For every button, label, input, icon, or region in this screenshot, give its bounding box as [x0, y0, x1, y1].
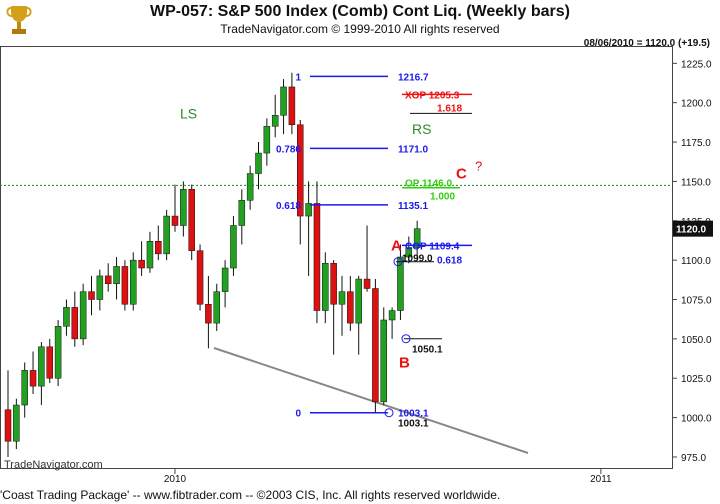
- fib-value-label: 1216.7: [398, 72, 429, 83]
- candle-up: [255, 152, 262, 174]
- candle-up: [263, 126, 271, 154]
- last-price-box: [673, 220, 713, 237]
- candle-up: [238, 200, 246, 226]
- candle-down: [347, 291, 354, 324]
- fib-ratio-label: 0.786: [276, 144, 301, 155]
- low-marker: [384, 408, 394, 418]
- point-b-label: B: [399, 355, 410, 372]
- last-price-label: 1120.0: [676, 225, 706, 236]
- xop-ratio: 1.618: [437, 103, 462, 114]
- candle-down: [196, 250, 204, 305]
- candle-down: [363, 278, 371, 289]
- last-price-info: 08/06/2010 = 1120.0 (+19.5): [583, 38, 710, 49]
- candle-up: [113, 266, 120, 285]
- candle-down: [171, 215, 179, 226]
- fib-value-label: 1135.1: [398, 201, 428, 212]
- candle-up: [96, 275, 104, 300]
- fib-ratio-label: 0: [295, 409, 301, 420]
- op-ratio: 1.000: [430, 192, 455, 203]
- candle-up: [180, 189, 187, 226]
- candle-down: [4, 409, 12, 442]
- candle-up: [213, 291, 220, 324]
- point-a-marker: [393, 257, 403, 267]
- candle-up: [280, 86, 287, 116]
- candle-up: [63, 307, 70, 327]
- point-c-label: C: [456, 165, 467, 182]
- candle-down: [88, 291, 95, 300]
- fib-value-label: 1171.0: [398, 144, 428, 155]
- rs-label: RS: [412, 121, 431, 137]
- fib-ratio-label: 0.618: [276, 201, 301, 212]
- watermark: TradeNavigator.com: [4, 459, 103, 471]
- candle-down: [138, 259, 145, 269]
- candle-up: [13, 404, 20, 442]
- point-a-label: A: [391, 238, 402, 255]
- candle-down: [313, 203, 321, 311]
- trophy-logo-icon: [6, 6, 32, 34]
- trend-line: [213, 347, 529, 454]
- y-tick-label: 1100.0: [681, 256, 711, 267]
- op-label: OP 1146.0: [405, 179, 453, 190]
- candle-up: [397, 256, 404, 311]
- y-tick-label: 1175.0: [681, 138, 711, 149]
- cop-ratio: 0.618: [437, 255, 462, 266]
- point-b-value: 1050.1: [412, 345, 443, 356]
- candle-up: [163, 215, 170, 255]
- candle-up: [54, 326, 62, 379]
- candle-up: [79, 291, 87, 340]
- candle-up: [230, 225, 237, 269]
- candle-down: [29, 370, 37, 387]
- candle-up: [146, 241, 154, 269]
- candle-down: [297, 124, 304, 217]
- x-tick-label: 2011: [590, 474, 612, 485]
- candle-up: [388, 310, 396, 321]
- chart-title: WP-057: S&P 500 Index (Comb) Cont Liq. (…: [150, 3, 570, 20]
- x-tick-label: 2010: [164, 474, 187, 485]
- candle-down: [71, 307, 79, 340]
- low-value: 1003.1: [398, 419, 429, 430]
- candle-down: [121, 266, 129, 305]
- candle-up: [305, 203, 312, 217]
- y-tick-label: 1000.0: [681, 414, 712, 425]
- candle-up: [380, 319, 387, 403]
- y-tick-label: 1150.0: [681, 177, 711, 188]
- candle-down: [205, 303, 212, 324]
- candle-up: [322, 263, 329, 311]
- candle-up: [130, 259, 137, 305]
- y-tick-label: 1200.0: [681, 99, 712, 110]
- xop-label: XOP 1205.3: [405, 90, 460, 101]
- candle-up: [246, 173, 254, 201]
- candle-down: [372, 288, 379, 403]
- cop-label: COP 1109.4: [405, 241, 460, 252]
- candle-up: [21, 370, 28, 406]
- candle-up: [338, 291, 346, 305]
- point-b-marker: [401, 334, 411, 344]
- y-tick-label: 1075.0: [681, 296, 712, 307]
- footer-copyright: 'Coast Trading Package' -- www.fibtrader…: [0, 488, 501, 502]
- candle-up: [271, 115, 279, 127]
- point-a-value: 1099.0: [402, 254, 433, 265]
- candle-down: [46, 346, 53, 379]
- y-tick-label: 1025.0: [681, 374, 712, 385]
- candle-down: [188, 189, 195, 251]
- candle-up: [405, 247, 413, 258]
- candle-up: [413, 228, 421, 248]
- y-tick-label: 1225.0: [681, 59, 712, 70]
- plot-frame: [0, 46, 673, 469]
- candle-down: [155, 241, 162, 255]
- candle-up: [38, 346, 45, 387]
- y-tick-label: 1050.0: [681, 335, 712, 346]
- candle-down: [104, 275, 112, 285]
- candle-up: [221, 267, 229, 292]
- fib-value-label: 1003.1: [398, 409, 429, 420]
- point-c-question: ?: [475, 158, 482, 173]
- copyright-subtitle: TradeNavigator.com © 1999-2010 All right…: [220, 22, 500, 36]
- fib-ratio-label: 1: [295, 72, 301, 83]
- candle-down: [288, 86, 296, 125]
- ls-label: LS: [180, 105, 197, 121]
- y-tick-label: 975.0: [681, 453, 706, 464]
- candle-down: [330, 263, 337, 305]
- candle-up: [355, 278, 362, 324]
